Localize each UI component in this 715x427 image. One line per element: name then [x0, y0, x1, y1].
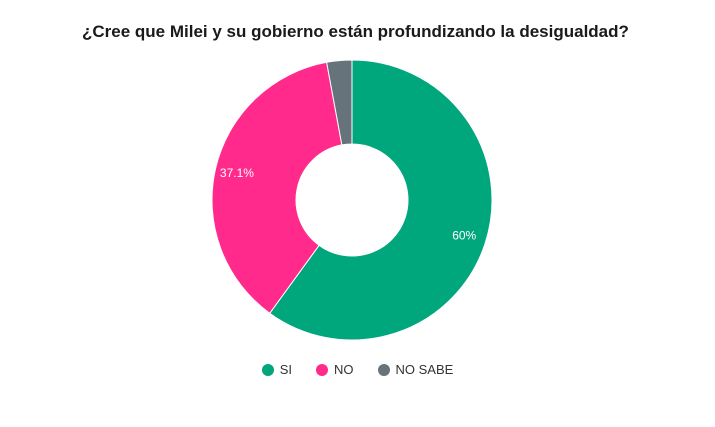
chart-title: ¿Cree que Milei y su gobierno están prof…	[82, 22, 629, 41]
legend-label-no-sabe: NO SABE	[395, 362, 454, 377]
legend-swatch-no	[316, 363, 328, 376]
data-label-no: 37.1%	[220, 166, 254, 180]
legend-item-no[interactable]: NO	[316, 362, 354, 377]
legend-item-si[interactable]: SI	[261, 362, 292, 377]
legend-label-no: NO	[334, 362, 354, 377]
slice-si[interactable]	[269, 59, 493, 341]
legend-swatch-no-sabe	[377, 363, 390, 376]
legend-swatch-si	[261, 363, 274, 376]
legend-label-si: SI	[279, 362, 292, 377]
data-label-si: 60%	[452, 229, 476, 243]
chart-legend: SI NO NO SABE	[0, 362, 715, 377]
donut-chart: 60% 37.1%	[211, 59, 493, 341]
slice-no-sabe[interactable]	[326, 59, 353, 146]
legend-item-no-sabe[interactable]: NO SABE	[377, 362, 454, 377]
slice-no[interactable]	[211, 61, 343, 314]
